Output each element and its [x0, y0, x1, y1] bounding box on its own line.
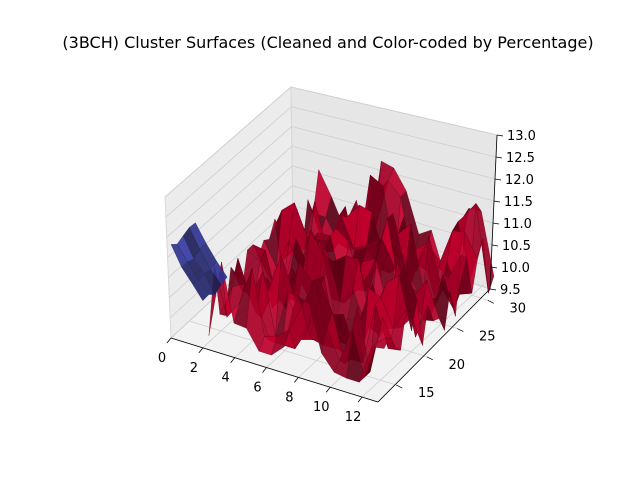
x-tick-label: 2 — [190, 361, 198, 376]
z-tick-label: 12.5 — [506, 151, 535, 166]
x-tick — [230, 357, 236, 363]
x-tick-label: 12 — [345, 410, 362, 425]
z-gridline — [167, 145, 495, 258]
y-tick-label: 20 — [449, 358, 466, 373]
x-tick-label: 4 — [222, 371, 230, 386]
x-tick-label: 0 — [158, 351, 166, 366]
y-tick-label: 15 — [418, 386, 435, 401]
z-tick — [489, 288, 497, 291]
z-tick — [492, 222, 500, 225]
y-axis-line — [377, 288, 491, 403]
z-tick-label: 13.0 — [507, 129, 536, 144]
z-tick — [495, 156, 503, 159]
x-tick — [198, 347, 204, 354]
z-tick-label: 10.0 — [501, 261, 530, 276]
z-tick — [491, 244, 499, 247]
z-tick — [496, 134, 504, 137]
z-tick-label: 10.5 — [502, 239, 531, 254]
z-tick — [493, 200, 501, 203]
y-tick — [487, 299, 494, 304]
z-tick — [494, 178, 502, 181]
z-tick-label: 9.5 — [500, 283, 521, 298]
axes — [170, 134, 498, 403]
chart-title: (3BCH) Cluster Surfaces (Cleaned and Col… — [62, 33, 594, 52]
z-tick-label: 11.5 — [504, 195, 533, 210]
z-tick — [490, 266, 498, 269]
z-tick-label: 12.0 — [505, 173, 534, 188]
x-tick — [325, 386, 331, 393]
x-tick — [357, 396, 363, 403]
x-tick-label: 8 — [285, 390, 293, 405]
z-tick-label: 11.0 — [503, 217, 532, 232]
x-tick-label: 6 — [253, 381, 261, 396]
y-tick — [457, 328, 464, 332]
surfaces — [170, 160, 495, 383]
y-tick — [396, 384, 403, 389]
z-gridline — [166, 125, 496, 238]
x-tick — [166, 337, 172, 344]
tick-labels: 0 2 4 6 8 10 12 15 20 25 30 9.5 10.0 10.5 11.0 11.5 12.0… — [158, 129, 536, 425]
z-gridline — [164, 86, 498, 198]
tick-marks — [166, 134, 504, 403]
surface-facet — [191, 279, 210, 301]
surface-facet — [371, 336, 390, 349]
x-axis-line — [170, 337, 379, 403]
y-tick-label: 30 — [510, 301, 527, 316]
z-gridline — [165, 106, 497, 218]
y-tick-label: 25 — [479, 330, 496, 345]
z-gridline — [168, 165, 494, 278]
z-axis-line — [489, 134, 498, 290]
x-tick — [294, 377, 299, 383]
x-tick — [262, 367, 267, 373]
x-tick-label: 10 — [313, 400, 330, 415]
y-tick — [426, 356, 433, 361]
